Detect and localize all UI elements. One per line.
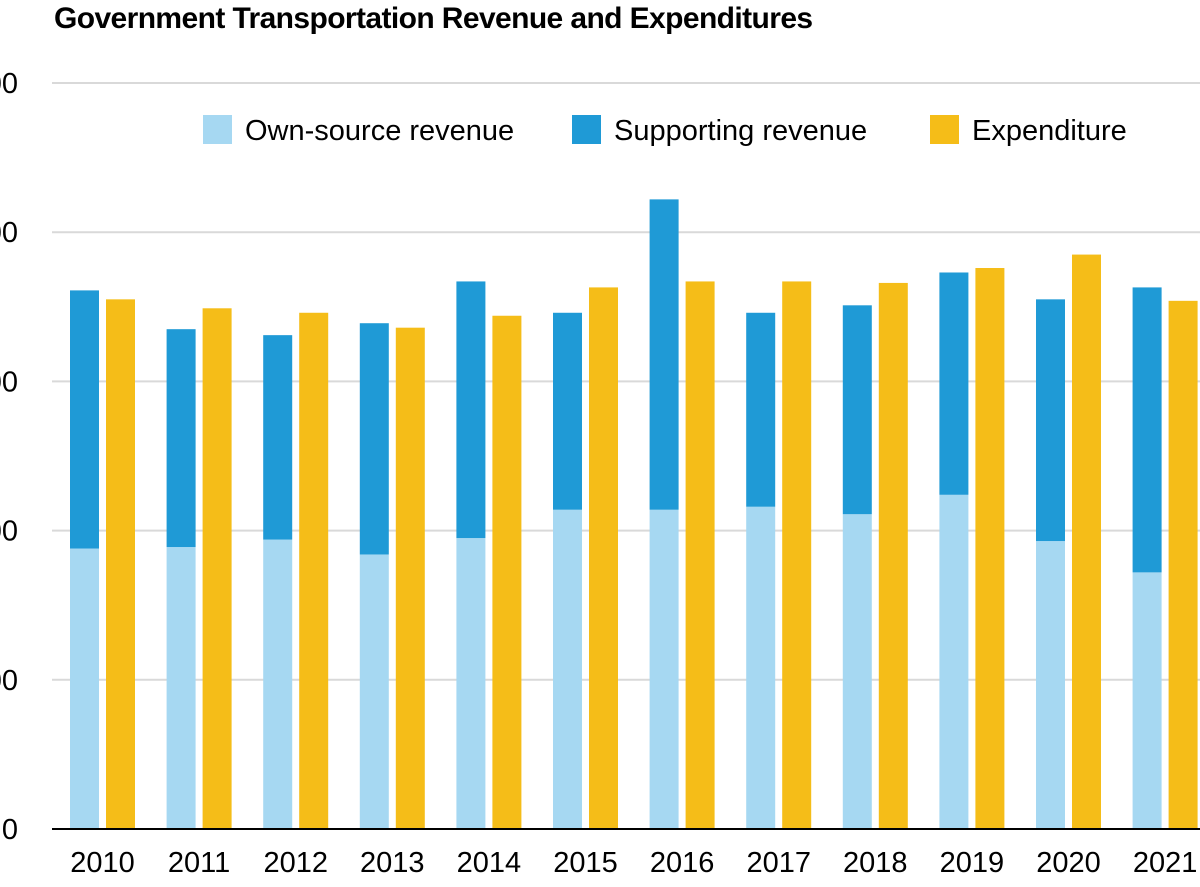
bar-expenditure-2011 xyxy=(202,308,232,829)
bar-expenditure-2013 xyxy=(395,327,425,829)
bar-own-source-2014 xyxy=(456,538,486,829)
bars xyxy=(70,199,1198,830)
legend-label: Supporting revenue xyxy=(614,115,867,147)
bar-own-source-2019 xyxy=(939,494,969,829)
gridlines xyxy=(52,82,1200,681)
chart-title: Government Transportation Revenue and Ex… xyxy=(54,2,813,35)
bar-supporting-2013 xyxy=(359,323,389,555)
y-tick-label-100: 00 xyxy=(0,665,18,697)
y-tick-label-300: 00 xyxy=(0,366,18,398)
x-tick-label-2012: 2012 xyxy=(263,847,328,879)
bar-own-source-2010 xyxy=(70,548,99,829)
legend-label: Expenditure xyxy=(972,115,1127,147)
bar-own-source-2016 xyxy=(649,509,679,829)
bar-own-source-2017 xyxy=(746,506,776,829)
bar-supporting-2018 xyxy=(842,305,872,515)
bar-supporting-2016 xyxy=(649,199,679,510)
bar-supporting-2012 xyxy=(263,335,293,540)
bar-own-source-2020 xyxy=(1036,541,1065,829)
legend-item-1: Supporting revenue xyxy=(572,115,867,147)
bar-expenditure-2016 xyxy=(685,281,715,829)
bar-supporting-2011 xyxy=(166,329,196,548)
bar-supporting-2020 xyxy=(1036,299,1065,542)
bar-supporting-2017 xyxy=(746,312,776,507)
bar-own-source-2013 xyxy=(359,554,389,829)
bar-supporting-2014 xyxy=(456,281,486,539)
legend: Own-source revenue Supporting revenue Expe… xyxy=(203,115,1127,147)
bar-own-source-2012 xyxy=(263,539,293,829)
bar-expenditure-2021 xyxy=(1168,300,1198,829)
y-tick-label-200: 00 xyxy=(0,516,18,548)
bar-own-source-2018 xyxy=(842,514,872,829)
legend-item-0: Own-source revenue xyxy=(203,115,514,147)
bar-expenditure-2018 xyxy=(878,282,908,830)
x-tick-label-2020: 2020 xyxy=(1036,847,1101,879)
legend-swatch xyxy=(572,115,601,144)
x-tick-label-2015: 2015 xyxy=(553,847,618,879)
bar-expenditure-2020 xyxy=(1072,254,1101,829)
bar-expenditure-2015 xyxy=(589,287,618,829)
x-tick-label-2016: 2016 xyxy=(650,847,715,879)
y-tick-label-400: 00 xyxy=(0,217,18,249)
legend-label: Own-source revenue xyxy=(245,115,514,147)
bar-expenditure-2019 xyxy=(975,268,1005,829)
bar-supporting-2010 xyxy=(70,290,99,549)
legend-swatch xyxy=(930,115,959,144)
y-tick-label-500: 00 xyxy=(0,68,18,100)
y-axis-ticks: 00000000000 xyxy=(0,68,18,846)
bar-own-source-2011 xyxy=(166,547,196,829)
bar-expenditure-2012 xyxy=(299,312,329,829)
bar-own-source-2021 xyxy=(1132,572,1162,829)
x-tick-label-2013: 2013 xyxy=(360,847,425,879)
x-tick-label-2018: 2018 xyxy=(843,847,908,879)
bar-supporting-2019 xyxy=(939,272,969,495)
bar-expenditure-2010 xyxy=(106,299,135,830)
x-tick-label-2014: 2014 xyxy=(457,847,522,879)
y-tick-label-0: 0 xyxy=(2,814,18,846)
legend-swatch xyxy=(203,115,232,144)
legend-item-2: Expenditure xyxy=(930,115,1127,147)
x-axis-ticks: 2010 2011 2012 2013 2014 2015 2016 2017 2018 2019… xyxy=(70,847,1197,879)
x-tick-label-2017: 2017 xyxy=(746,847,811,879)
bar-expenditure-2014 xyxy=(492,315,522,829)
x-tick-label-2010: 2010 xyxy=(70,847,135,879)
bar-supporting-2015 xyxy=(553,312,582,510)
bar-supporting-2021 xyxy=(1132,287,1162,573)
x-tick-label-2011: 2011 xyxy=(168,847,230,879)
x-tick-label-2021: 2021 xyxy=(1133,847,1198,879)
bar-own-source-2015 xyxy=(553,509,582,829)
x-tick-label-2019: 2019 xyxy=(940,847,1005,879)
bar-expenditure-2017 xyxy=(782,281,812,829)
